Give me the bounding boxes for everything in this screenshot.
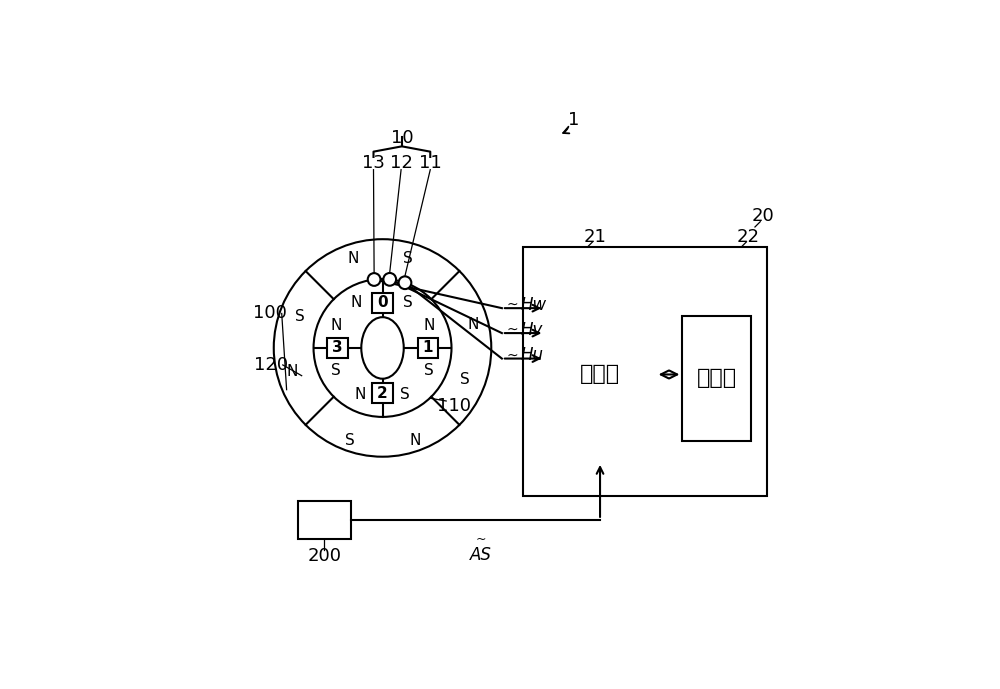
Text: 22: 22 [737, 227, 760, 245]
FancyBboxPatch shape [418, 338, 438, 358]
Text: N: N [424, 318, 435, 333]
Text: S: S [460, 372, 470, 387]
Text: 2: 2 [377, 386, 388, 400]
Text: 处理部: 处理部 [580, 364, 620, 384]
Text: S: S [295, 309, 305, 324]
Text: 10: 10 [391, 130, 413, 147]
Text: ~: ~ [506, 323, 518, 337]
Text: Hu: Hu [520, 347, 543, 364]
Ellipse shape [361, 317, 404, 379]
Text: 21: 21 [583, 227, 606, 245]
Text: Hv: Hv [520, 321, 543, 339]
Text: S: S [403, 296, 413, 310]
Text: 100: 100 [253, 305, 287, 322]
FancyBboxPatch shape [544, 266, 656, 462]
Text: N: N [355, 387, 366, 402]
Text: S: S [331, 362, 341, 378]
Circle shape [399, 276, 411, 289]
Text: Hw: Hw [520, 296, 547, 314]
Text: 3: 3 [332, 340, 343, 356]
Text: 0: 0 [377, 296, 388, 310]
FancyBboxPatch shape [372, 293, 393, 313]
Text: 13: 13 [362, 154, 385, 172]
FancyBboxPatch shape [372, 383, 393, 403]
Text: ~: ~ [506, 349, 518, 362]
Text: S: S [400, 387, 410, 402]
Text: ~: ~ [506, 298, 518, 312]
Text: 12: 12 [390, 154, 413, 172]
Text: N: N [330, 318, 342, 333]
Text: 200: 200 [307, 547, 341, 565]
Text: AS: AS [470, 546, 492, 564]
Text: N: N [350, 296, 362, 310]
Text: 110: 110 [437, 398, 471, 415]
Text: N: N [410, 433, 421, 449]
Text: N: N [467, 316, 478, 331]
FancyBboxPatch shape [523, 247, 767, 497]
Text: S: S [403, 251, 413, 267]
Text: 120: 120 [254, 356, 288, 374]
Text: 11: 11 [419, 154, 442, 172]
FancyBboxPatch shape [327, 338, 348, 358]
Text: 1: 1 [422, 340, 433, 356]
Text: S: S [345, 433, 355, 449]
Circle shape [383, 273, 396, 286]
Text: N: N [348, 251, 359, 267]
Circle shape [368, 273, 380, 286]
FancyBboxPatch shape [682, 316, 751, 441]
Text: S: S [424, 362, 434, 378]
Text: 存储部: 存储部 [697, 369, 737, 389]
Text: N: N [287, 364, 298, 380]
FancyBboxPatch shape [298, 501, 351, 539]
Text: 20: 20 [752, 207, 774, 225]
Text: ~: ~ [475, 533, 486, 546]
Text: 1: 1 [568, 111, 579, 129]
